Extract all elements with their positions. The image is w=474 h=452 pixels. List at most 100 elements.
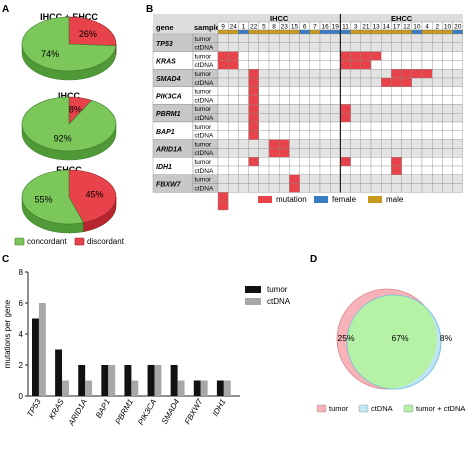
grid-cell xyxy=(391,52,401,61)
grid-cell xyxy=(269,78,279,87)
grid-cell xyxy=(300,140,310,149)
mutation-cell xyxy=(249,104,259,113)
sample-label: ctDNA xyxy=(195,62,214,69)
venn-label-both: 67% xyxy=(391,333,408,343)
grid-cell xyxy=(422,52,432,61)
grid-cell xyxy=(391,87,401,96)
grid-cell xyxy=(238,122,248,131)
grid-cell xyxy=(371,87,381,96)
patient-id: 3 xyxy=(354,24,358,31)
grid-cell xyxy=(330,166,340,175)
grid-cell xyxy=(442,96,452,105)
grid-cell xyxy=(412,175,422,184)
mutation-cell xyxy=(402,78,412,87)
legend-swatch-venn xyxy=(359,405,368,412)
mutation-cell xyxy=(249,87,259,96)
grid-cell xyxy=(371,157,381,166)
grid-cell xyxy=(402,113,412,122)
sex-cell xyxy=(422,30,432,34)
grid-cell xyxy=(320,87,330,96)
mutation-cell xyxy=(249,113,259,122)
grid-cell xyxy=(442,69,452,78)
grid-cell xyxy=(340,148,350,157)
bar-ctDNA xyxy=(131,381,138,397)
grid-cell xyxy=(228,131,238,140)
grid-cell xyxy=(402,43,412,52)
grid-cell xyxy=(310,113,320,122)
grid-cell xyxy=(381,184,391,193)
grid-cell xyxy=(402,104,412,113)
y-tick-label: 4 xyxy=(19,330,24,339)
sex-cell xyxy=(269,30,279,34)
bar-tumor xyxy=(217,381,224,397)
grid-cell xyxy=(432,69,442,78)
grid-cell xyxy=(412,52,422,61)
grid-cell xyxy=(381,52,391,61)
grid-cell xyxy=(279,52,289,61)
grid-cell xyxy=(422,87,432,96)
grid-cell xyxy=(412,96,422,105)
legend-label-concordant: concordant xyxy=(27,237,67,246)
grid-cell xyxy=(279,122,289,131)
grid-cell xyxy=(422,131,432,140)
grid-cell xyxy=(442,166,452,175)
grid-cell xyxy=(320,148,330,157)
grid-cell xyxy=(422,157,432,166)
grid-cell xyxy=(310,43,320,52)
bar-tumor xyxy=(148,365,155,396)
grid-cell xyxy=(351,148,361,157)
grid-cell xyxy=(442,122,452,131)
grid-cell xyxy=(402,148,412,157)
x-tick-label: FBXW7 xyxy=(183,397,205,426)
grid-cell xyxy=(310,60,320,69)
grid-cell xyxy=(361,69,371,78)
grid-cell xyxy=(391,34,401,43)
grid-cell xyxy=(453,43,463,52)
grid-cell xyxy=(402,131,412,140)
grid-cell xyxy=(432,131,442,140)
grid-cell xyxy=(269,96,279,105)
grid-cell xyxy=(279,78,289,87)
grid-cell xyxy=(269,175,279,184)
grid-cell xyxy=(320,131,330,140)
grid-cell xyxy=(432,140,442,149)
gene-label: SMAD4 xyxy=(156,76,181,83)
grid-cell xyxy=(371,78,381,87)
grid-cell xyxy=(218,131,228,140)
grid-cell xyxy=(361,166,371,175)
mutation-cell xyxy=(351,52,361,61)
grid-cell xyxy=(453,34,463,43)
grid-cell xyxy=(269,157,279,166)
grid-cell xyxy=(432,52,442,61)
legend-swatch-ctDNA xyxy=(245,298,261,305)
legend-swatch-discordant xyxy=(75,238,84,245)
gene-label: BAP1 xyxy=(156,129,175,136)
grid-cell xyxy=(269,52,279,61)
grid-cell xyxy=(432,60,442,69)
grid-cell xyxy=(422,148,432,157)
legend-swatch-female xyxy=(314,196,328,203)
grid-cell xyxy=(228,78,238,87)
grid-cell xyxy=(238,96,248,105)
y-axis-label: mutations per gene xyxy=(3,299,12,368)
grid-cell xyxy=(300,184,310,193)
grid-cell xyxy=(351,104,361,113)
patient-id: 2 xyxy=(435,24,439,31)
gene-label: FBXW7 xyxy=(156,182,182,189)
grid-cell xyxy=(300,87,310,96)
grid-cell xyxy=(218,34,228,43)
grid-cell xyxy=(432,122,442,131)
grid-cell xyxy=(228,69,238,78)
grid-cell xyxy=(340,166,350,175)
panel-label-d: D xyxy=(310,254,317,265)
grid-cell xyxy=(238,52,248,61)
sex-cell xyxy=(361,30,371,34)
y-tick-label: 2 xyxy=(19,361,24,370)
grid-cell xyxy=(310,78,320,87)
grid-cell xyxy=(228,166,238,175)
grid-cell xyxy=(269,113,279,122)
grid-cell xyxy=(320,34,330,43)
mutation-cell xyxy=(218,201,228,210)
grid-cell xyxy=(422,34,432,43)
grid-cell xyxy=(371,43,381,52)
